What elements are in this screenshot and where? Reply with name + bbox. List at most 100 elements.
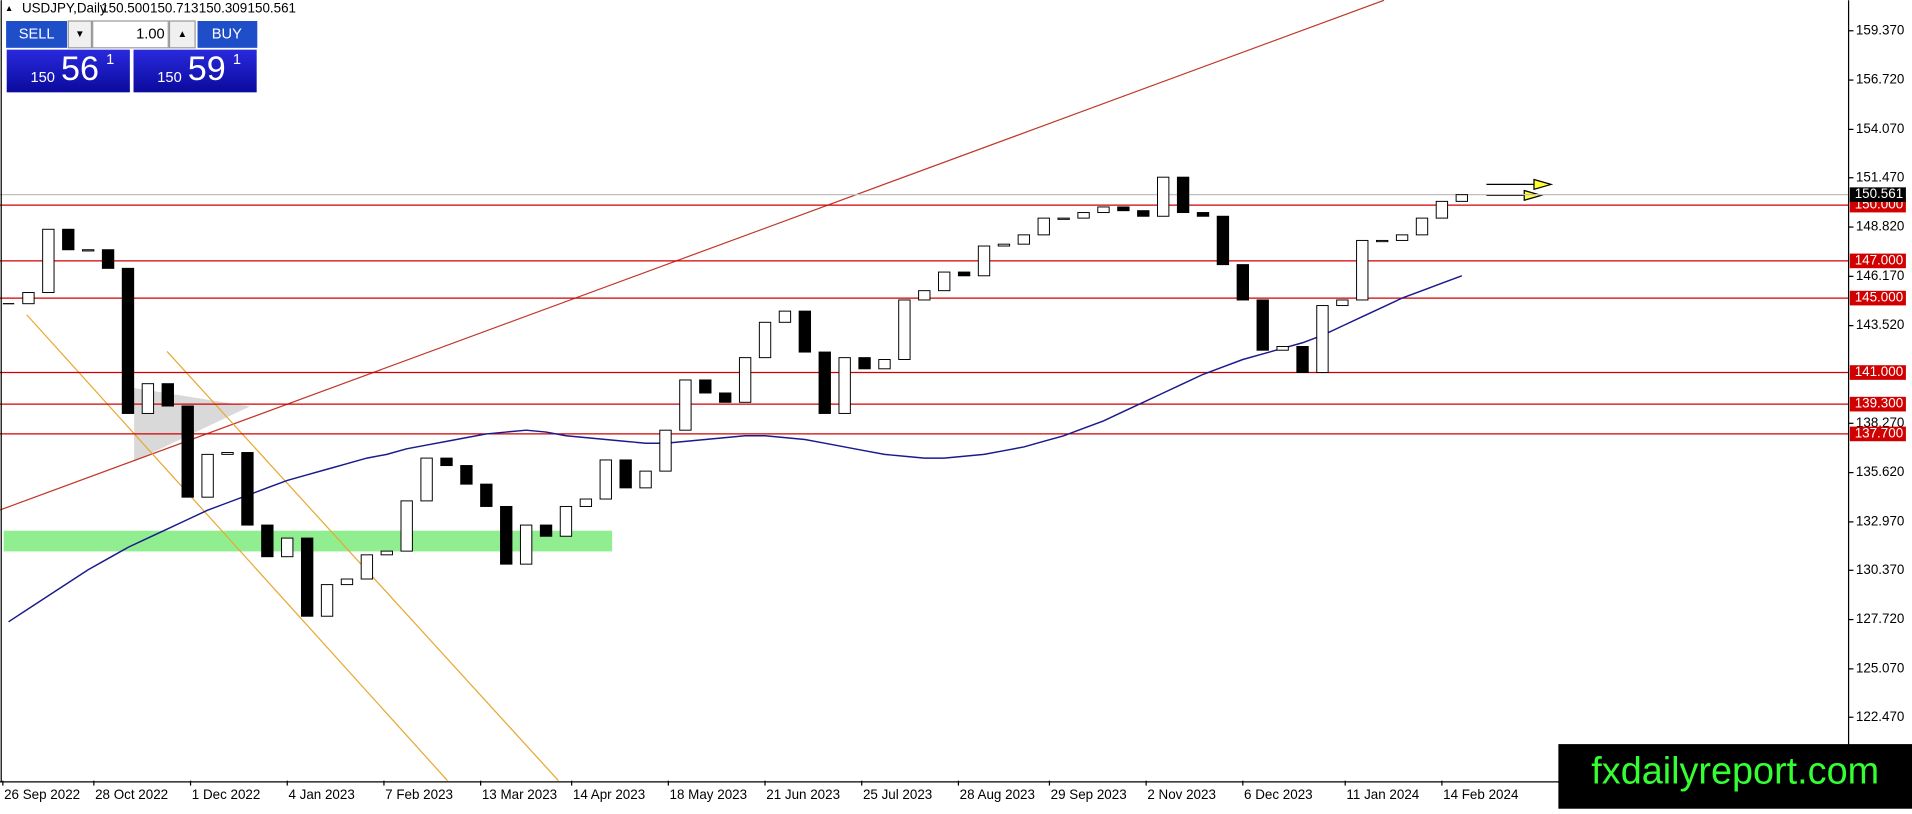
candle (360, 554, 374, 580)
candle (858, 357, 871, 370)
x-tick-label: 2 Nov 2023 (1147, 787, 1216, 802)
candle (659, 429, 672, 472)
candle (201, 453, 214, 498)
y-tick-label: 156.720 (1856, 72, 1904, 87)
sell-price-big[interactable]: 150 (30, 70, 54, 86)
candle (1296, 345, 1309, 374)
lot-down[interactable] (67, 20, 93, 49)
candle (1256, 299, 1269, 351)
candle (1097, 206, 1110, 214)
buy-price-box[interactable] (132, 48, 258, 94)
x-tick-label: 18 May 2023 (670, 787, 748, 802)
sell-price-pips[interactable]: 56 (61, 50, 99, 88)
buy-label[interactable]: BUY (212, 26, 242, 42)
trend-line (0, 0, 1385, 511)
candle (519, 524, 533, 565)
arrow-head (1523, 189, 1544, 202)
lot-up-icon[interactable]: ▲ (177, 29, 187, 40)
candle (838, 357, 851, 414)
candle (380, 550, 393, 556)
candle (1376, 239, 1389, 243)
level-label-box (1849, 290, 1906, 306)
trade-panel: SELL ▼ 1.00 ▲ BUY 150 56 1 150 59 1 (5, 20, 258, 94)
y-tick-label: 135.620 (1856, 464, 1904, 479)
x-tick-label: 7 Feb 2023 (385, 787, 453, 802)
candle (281, 537, 294, 558)
buy-price-big[interactable]: 150 (157, 70, 181, 86)
candle (480, 483, 493, 507)
candle (1057, 217, 1070, 220)
candle (500, 505, 513, 565)
y-tick-label: 122.470 (1856, 709, 1904, 724)
candle (938, 271, 951, 292)
lot-up[interactable] (168, 20, 196, 49)
candle (1316, 305, 1329, 374)
buy-button[interactable] (197, 21, 258, 48)
candle (261, 524, 274, 558)
x-tick-label: 28 Oct 2022 (95, 787, 168, 802)
candle (738, 357, 752, 403)
level-label: 145.000 (1855, 290, 1903, 305)
candle (42, 228, 55, 294)
sell-button[interactable] (6, 21, 68, 48)
candle (619, 459, 632, 489)
candle (141, 383, 155, 414)
candle (181, 405, 194, 498)
current-price-box (1849, 187, 1906, 202)
candle (977, 245, 991, 277)
candle (599, 459, 612, 500)
x-tick-label: 26 Sep 2022 (4, 787, 80, 802)
x-tick-label: 11 Jan 2024 (1346, 787, 1419, 802)
candle (579, 498, 593, 507)
quote-low: 150.309 (199, 0, 247, 15)
arrows (1486, 178, 1554, 202)
y-tick-label: 127.720 (1856, 611, 1904, 626)
candle (22, 292, 35, 305)
candle (161, 383, 174, 407)
candle (539, 524, 553, 537)
candle (818, 351, 831, 414)
x-tick-label: 14 Feb 2024 (1443, 787, 1519, 802)
candle (1455, 194, 1468, 202)
candle (778, 310, 792, 323)
candle (1356, 239, 1369, 301)
quote-close: 150.561 (248, 0, 296, 15)
plot (0, 0, 1849, 782)
candle (1276, 345, 1289, 351)
x-tick-label: 29 Sep 2023 (1051, 787, 1127, 802)
level-label: 141.000 (1855, 364, 1903, 379)
candle (81, 249, 95, 252)
y-tick-label: 125.070 (1856, 660, 1904, 675)
candle (121, 267, 135, 414)
sell-label[interactable]: SELL (19, 26, 55, 42)
candle (320, 584, 334, 617)
candle (221, 452, 234, 455)
lot-value[interactable]: 1.00 (136, 26, 164, 42)
y-tick-label: 146.170 (1856, 268, 1904, 283)
sell-price-fraction[interactable]: 1 (106, 52, 114, 68)
candle (918, 290, 931, 301)
sell-price-box[interactable] (5, 48, 132, 94)
candle (699, 379, 712, 394)
candle (639, 470, 652, 489)
y-tick-label: 130.370 (1856, 562, 1904, 577)
candle (1037, 217, 1050, 236)
lot-input[interactable] (92, 20, 169, 49)
y-tick-label: 154.070 (1856, 121, 1904, 136)
candle (1395, 234, 1409, 241)
candle (1117, 206, 1130, 212)
y-tick-label: 151.470 (1856, 169, 1904, 184)
y-tick-label: 159.370 (1856, 22, 1904, 37)
candle (62, 228, 75, 251)
lot-down-icon[interactable]: ▼ (75, 29, 85, 40)
level-label-box (1849, 253, 1906, 269)
buy-price-fraction[interactable]: 1 (233, 52, 241, 68)
y-tick-label: 143.520 (1856, 317, 1904, 332)
candle (798, 310, 812, 353)
arrow-head (1533, 178, 1554, 191)
candle (1216, 215, 1230, 266)
x-tick-label: 21 Jun 2023 (766, 787, 840, 802)
buy-price-pips[interactable]: 59 (188, 50, 226, 88)
